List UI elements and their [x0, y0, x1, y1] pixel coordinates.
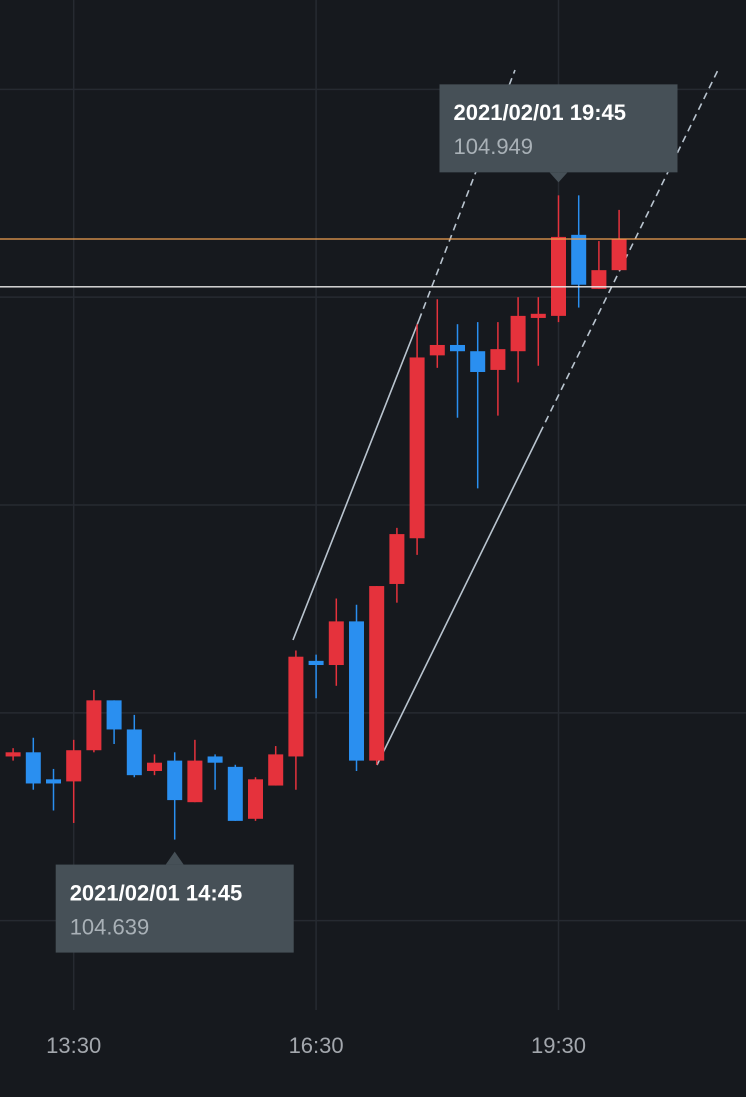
candle-body — [86, 700, 102, 751]
candle-body — [288, 656, 304, 757]
candle-body — [106, 700, 122, 730]
candle-body — [187, 760, 203, 803]
trend-channel — [292, 69, 719, 766]
x-tick-label: 13:30 — [46, 1033, 101, 1058]
candle-body — [328, 621, 344, 666]
callout-price: 104.639 — [70, 914, 150, 939]
candle-body — [147, 762, 162, 772]
candle-body — [389, 534, 405, 584]
candle-body — [591, 270, 607, 289]
x-tick-label: 19:30 — [531, 1033, 586, 1058]
trend-line — [292, 319, 420, 641]
trend-line — [376, 432, 541, 766]
candle-body — [227, 766, 243, 821]
candle-body — [551, 236, 566, 316]
candle-body — [126, 729, 142, 776]
callout-box — [439, 84, 678, 173]
candle-body — [248, 779, 263, 819]
candle-body — [268, 754, 284, 786]
candle-body — [369, 586, 385, 761]
grid: 13:30 16:30 19:30 — [0, 0, 746, 1058]
candles — [5, 195, 627, 840]
candle-body — [5, 752, 21, 757]
x-tick-label: 16:30 — [289, 1033, 344, 1058]
candle-body — [571, 234, 587, 285]
candle-body — [25, 752, 41, 784]
candle-body — [46, 779, 61, 784]
callout-box — [55, 864, 294, 953]
candle-body — [207, 756, 223, 763]
callout-pointer — [165, 851, 184, 865]
candle-body — [349, 621, 364, 761]
candle-body — [429, 344, 445, 356]
callout-pointer — [549, 172, 568, 183]
overlays: 2021/02/01 19:45 104.949 2021/02/01 14:45 1… — [0, 84, 746, 953]
candle-body — [490, 349, 506, 370]
candle-body — [66, 750, 82, 782]
candle-body — [167, 760, 183, 801]
candle-body — [530, 313, 546, 318]
candle-body — [409, 357, 425, 539]
callout-time: 2021/02/01 19:45 — [454, 100, 627, 125]
candle-body — [611, 238, 627, 271]
candle-body — [308, 660, 324, 666]
callout-time: 2021/02/01 14:45 — [70, 880, 243, 905]
trend-line-extension — [539, 69, 719, 434]
callout-price: 104.949 — [454, 134, 534, 159]
candle-body — [450, 344, 465, 352]
candle-body — [470, 351, 486, 372]
candle-body — [510, 315, 526, 352]
trend-line-extension — [418, 69, 516, 321]
